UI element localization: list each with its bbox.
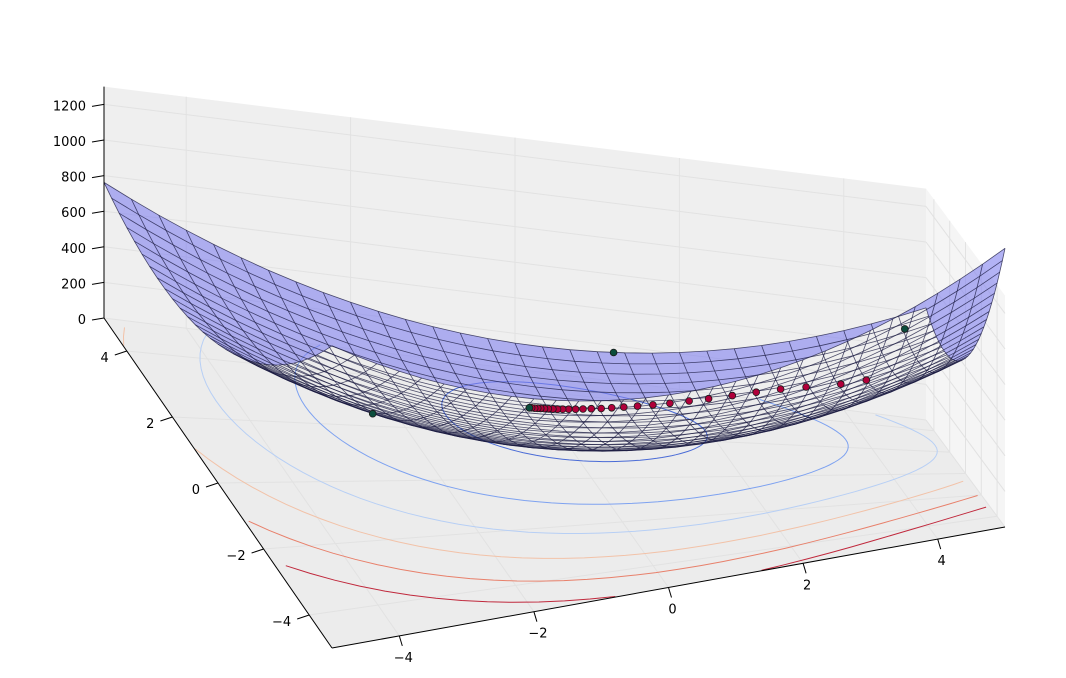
mesh-line [141,253,940,402]
mesh-line [103,182,927,354]
descent-point [752,388,760,397]
descent-point [862,376,871,384]
data-points [368,325,909,418]
mesh-line [126,227,935,385]
descent-point [633,402,642,410]
y-tick-label: 0 [192,483,200,498]
descent-point [685,397,693,405]
contour-line [122,327,964,559]
z-tick [91,281,105,285]
side-gridline [925,419,1006,528]
x-tick-label: −4 [394,651,413,666]
x-tick [398,635,403,647]
z-tick-label: 400 [61,242,86,257]
z-tick-label: 1000 [53,135,86,150]
z-tick [91,317,105,321]
mesh-line [816,306,916,403]
z-tick-label: 200 [61,277,86,292]
y-tick-label: −2 [226,549,245,564]
y-tick [160,416,173,422]
mesh-line [925,248,1006,362]
surface-mesh [103,182,1006,452]
mesh-line [870,279,961,384]
marked-point [525,403,534,412]
floor-gridline [843,409,939,540]
mesh-line [898,264,983,373]
descent-point [587,404,596,413]
x-tick [937,538,942,550]
y-tick [205,482,219,488]
z-tick-label: 1200 [53,99,86,114]
descent-point [704,394,713,403]
descent-point [607,403,616,412]
floor-gridline [172,416,950,453]
contour-line [294,344,849,505]
mesh-line [134,240,937,394]
marked-point [368,409,377,418]
descent-point [836,380,845,388]
z-tick-label: 600 [61,206,86,221]
mesh-line [118,212,932,375]
marked-point [900,325,909,333]
floor-gridline [217,473,966,484]
x-tick [802,563,807,574]
x-tick [533,611,538,622]
z-tick [91,210,105,214]
y-tick-label: −4 [272,615,291,630]
back-gridline [103,175,927,279]
back-gridline [103,103,927,207]
z-tick [91,139,105,143]
descent-point [571,405,580,414]
descent-point [802,383,810,391]
back-gridline [103,139,927,243]
x-tick [668,587,672,598]
y-tick [251,548,264,554]
z-tick [91,175,105,179]
z-axis-ticks: 0 200 400 600 800 1000 1200 [53,99,105,328]
x-tick-label: 0 [668,603,676,618]
descent-point [728,391,737,400]
contour-line [285,506,987,603]
x-tick-label: 4 [938,554,946,569]
z-tick [91,103,105,107]
z-tick-label: 0 [78,313,86,328]
y-tick [114,350,127,356]
side-gridline [925,384,1006,492]
z-tick-label: 800 [61,171,86,186]
mesh-line [111,197,929,365]
back-gridline [103,210,927,314]
descent-point [597,404,605,413]
y-tick-label: 2 [146,417,154,432]
contour-line [199,333,938,534]
contour-line [248,495,978,582]
descent-point [579,405,587,413]
y-tick [297,614,310,620]
descent-point [666,399,674,408]
mesh-line [843,293,939,394]
descent-point [649,401,657,409]
marked-point [609,348,618,357]
y-axis-ticks: −4 −2 0 2 4 [101,350,310,630]
y-tick-label: 4 [101,351,109,366]
x-tick-label: −2 [528,627,547,642]
descent-point [776,385,785,393]
x-axis-ticks: −4 −2 0 2 4 [394,538,946,666]
z-tick [91,246,105,250]
descent-point [619,403,628,411]
x-tick-label: 2 [803,578,811,593]
